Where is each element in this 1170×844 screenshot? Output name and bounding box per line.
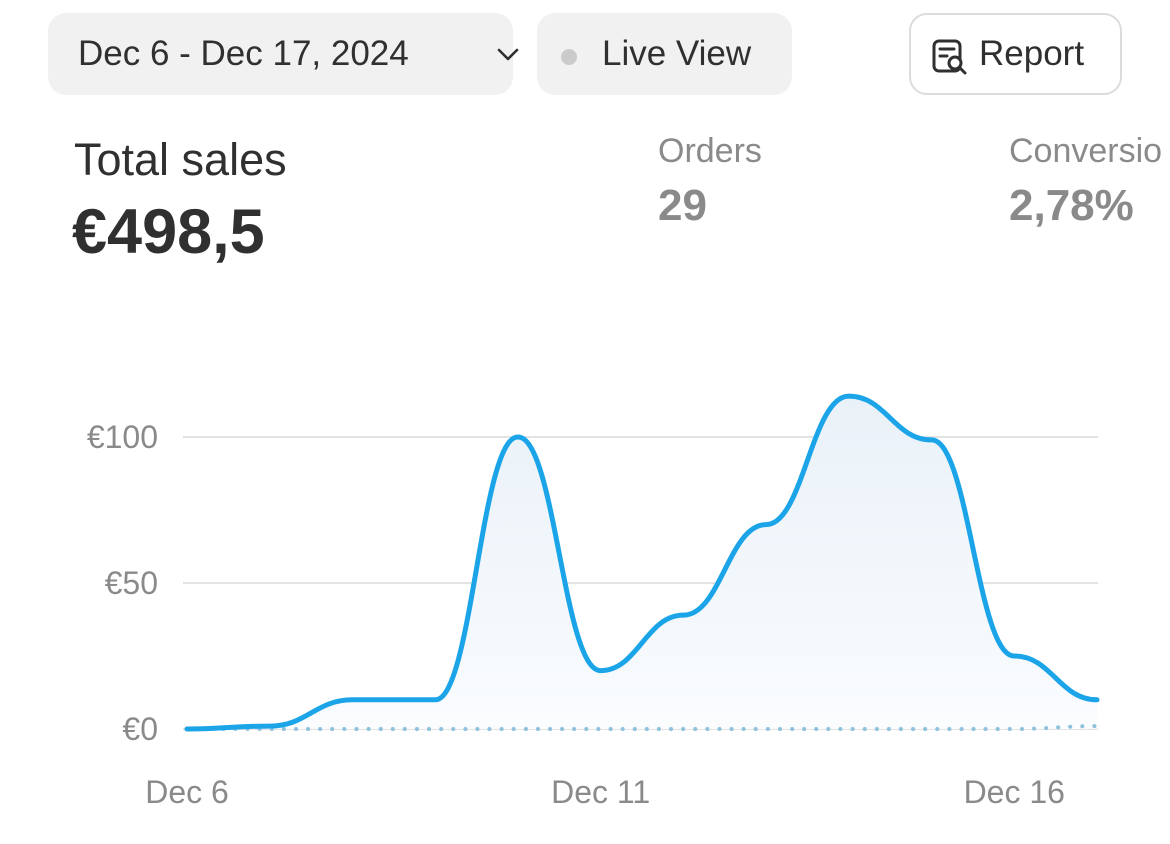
chevron-down-icon (497, 48, 519, 61)
conversion-rate-label: Conversio (1009, 132, 1163, 170)
data-point[interactable] (1011, 653, 1017, 659)
data-point[interactable] (515, 434, 521, 440)
data-point[interactable] (846, 393, 852, 399)
y-tick-label: €0 (122, 711, 158, 747)
comparison-period-line (185, 724, 1099, 732)
sales-line[interactable] (184, 393, 1100, 732)
data-point[interactable] (349, 697, 355, 703)
data-point[interactable] (184, 726, 190, 732)
y-tick-label: €50 (105, 565, 158, 601)
date-range-label: Dec 6 - Dec 17, 2024 (78, 34, 409, 73)
live-view-button[interactable]: Live View (537, 13, 792, 95)
data-point[interactable] (929, 437, 935, 443)
live-view-label: Live View (602, 34, 752, 73)
orders-value: 29 (658, 181, 707, 230)
total-sales-value: €498,5 (72, 197, 265, 267)
data-point[interactable] (598, 668, 604, 674)
data-point[interactable] (680, 612, 686, 618)
x-tick-label: Dec 11 (551, 774, 650, 810)
report-label: Report (979, 34, 1085, 73)
y-tick-label: €100 (87, 419, 158, 455)
data-point[interactable] (763, 522, 769, 528)
data-point[interactable] (1094, 697, 1100, 703)
x-tick-label: Dec 6 (145, 774, 229, 810)
x-tick-label: Dec 16 (964, 774, 1065, 810)
report-button[interactable]: Report (909, 13, 1122, 95)
live-status-dot-icon (561, 49, 577, 65)
data-point[interactable] (267, 723, 273, 729)
data-point[interactable] (432, 697, 438, 703)
total-sales-label: Total sales (74, 134, 287, 185)
conversion-rate-value: 2,78% (1009, 181, 1134, 230)
orders-label: Orders (658, 132, 762, 170)
date-range-selector[interactable]: Dec 6 - Dec 17, 2024 (48, 13, 519, 95)
sales-area-fill (187, 396, 1097, 729)
report-search-icon (932, 39, 967, 75)
